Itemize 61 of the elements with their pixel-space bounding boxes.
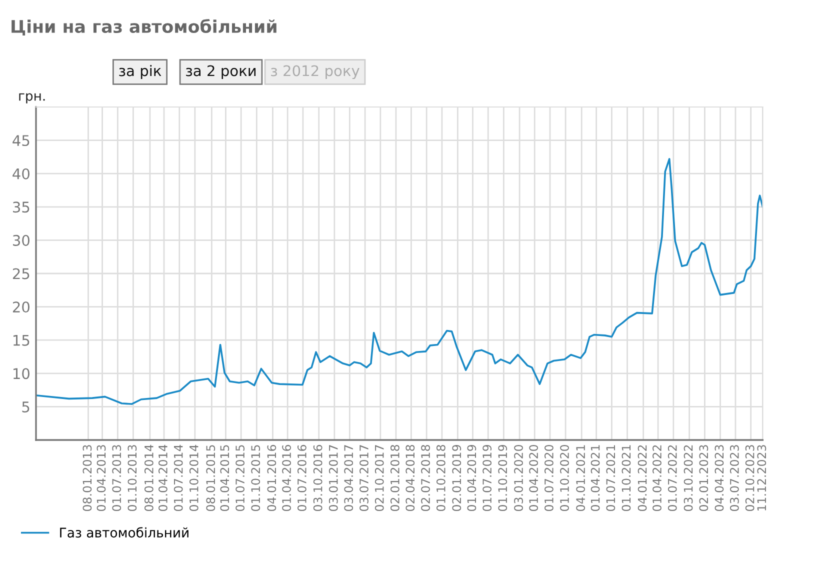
x-tick-label: 01.04.2021 xyxy=(590,445,600,511)
x-tick-label: 02.01.2018 xyxy=(390,444,400,511)
x-tick-label: 01.10.2019 xyxy=(498,444,508,511)
y-tick-label: 5 xyxy=(22,402,30,412)
y-tick-label: 45 xyxy=(12,135,30,146)
text: за 2 роки xyxy=(186,65,256,80)
chart-title: Ціни на газ автомобільний xyxy=(12,19,276,36)
y-tick-label: 20 xyxy=(12,302,30,313)
line-series xyxy=(36,158,763,405)
x-tick-label: 08.01.2013 xyxy=(82,445,92,511)
x-tick-label: 01.10.2013 xyxy=(128,445,137,511)
x-tick-label: 02.01.2019 xyxy=(452,444,462,511)
x-tick-label: 01.04.2013 xyxy=(96,445,106,511)
x-tick-label: 01.04.2020 xyxy=(529,444,538,511)
x-tick-label: 04.04.2023 xyxy=(714,445,724,511)
x-tick-label: 03.10.2016 xyxy=(313,444,322,511)
text: за рік xyxy=(119,64,162,80)
y-tick-label: 25 xyxy=(12,268,30,280)
x-tick-label: 01.04.2016 xyxy=(282,444,292,511)
y-tick-label: 40 xyxy=(12,168,30,180)
x-tick-label: 04.01.2021 xyxy=(576,445,586,511)
x-tick-label: 01.07.2014 xyxy=(174,444,183,511)
x-tick-label: 04.01.2016 xyxy=(267,444,276,511)
x-tick-label: 02.01.2023 xyxy=(699,445,708,511)
y-tick-label: 10 xyxy=(13,368,30,380)
x-tick-label: 01.10.2018 xyxy=(436,444,446,511)
x-tick-label: 03.01.2020 xyxy=(514,444,523,511)
x-tick-label: 08.01.2015 xyxy=(206,445,216,511)
x-tick-label: 01.10.2015 xyxy=(251,445,260,511)
x-tick-label: 01.07.2020 xyxy=(544,444,554,511)
x-tick-label: 03.07.2023 xyxy=(730,445,739,511)
y-tick-label: 30 xyxy=(13,234,30,246)
x-tick-label: 01.07.2022 xyxy=(668,445,677,511)
x-tick-label: 01.04.2014 xyxy=(158,444,168,511)
y-axis-title: грн. xyxy=(19,93,45,104)
x-tick-label: 03.07.2017 xyxy=(360,445,368,511)
x-tick-label: 03.01.2017 xyxy=(328,445,338,511)
y-tick-label: 35 xyxy=(13,202,30,213)
x-tick-label: 01.10.2014 xyxy=(189,444,198,511)
y-tick-label: 15 xyxy=(13,335,30,346)
x-tick-label: 01.10.2020 xyxy=(560,444,569,511)
x-tick-label: 01.04.2019 xyxy=(467,444,476,511)
legend-label: Газ автомобільний xyxy=(60,527,188,538)
x-tick-label: 01.04.2015 xyxy=(220,445,230,511)
x-tick-label: 08.01.2014 xyxy=(144,444,154,511)
x-tick-label: 01.07.2021 xyxy=(606,445,616,511)
x-tick-label: 01.04.2022 xyxy=(652,445,662,511)
x-tick-label: 11.12.2023 xyxy=(757,445,766,510)
x-tick-label: 03.04.2017 xyxy=(344,445,354,511)
x-tick-label: 02.10.2023 xyxy=(745,445,754,511)
text: з 2012 року xyxy=(271,65,360,80)
x-tick-label: 02.10.2017 xyxy=(374,445,384,511)
x-tick-label: 01.07.2016 xyxy=(297,444,306,511)
x-tick-label: 01.07.2019 xyxy=(482,444,492,511)
x-tick-label: 02.04.2018 xyxy=(406,444,415,511)
x-tick-label: 01.07.2015 xyxy=(236,445,245,511)
x-tick-label: 01.07.2013 xyxy=(112,445,122,511)
x-tick-label: 04.01.2022 xyxy=(638,445,647,511)
x-tick-label: 01.10.2021 xyxy=(622,445,631,511)
x-tick-label: 02.07.2018 xyxy=(421,444,430,511)
x-tick-label: 03.10.2022 xyxy=(684,445,693,511)
